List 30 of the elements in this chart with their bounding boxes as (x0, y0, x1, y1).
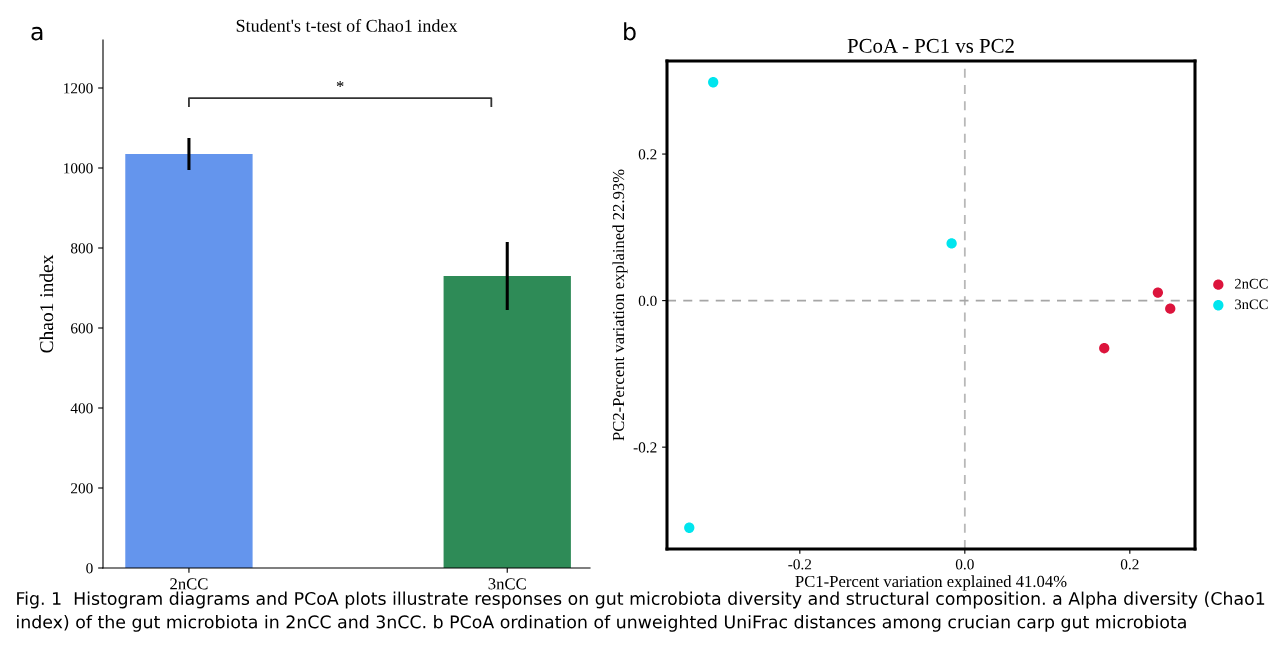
y-tick-label: 800 (70, 243, 93, 254)
y-tick-label: 0.2 (638, 149, 657, 160)
chart-title: PCoA - PC1 vs PC2 (847, 38, 1014, 53)
point (684, 522, 695, 533)
x-tick-label: 0.0 (955, 559, 974, 570)
point (946, 238, 957, 249)
x-tick-label: -0.2 (788, 559, 812, 570)
y-tick-label: 1000 (64, 163, 93, 174)
legend-label: 2nCC (1235, 278, 1268, 289)
y-tick-label: 200 (71, 483, 93, 494)
point (708, 77, 719, 88)
chart-title: Student's t-test of Chao1 index (236, 18, 458, 32)
x-axis-title: PC1-Percent variation explained 41.04% (795, 575, 1067, 591)
legend-label: 3nCC (1235, 299, 1268, 310)
point (1152, 287, 1164, 298)
y-tick-label: 0.0 (638, 295, 657, 307)
y-tick-label: 1200 (64, 83, 93, 94)
point (1165, 303, 1176, 314)
y-tick-label: 400 (70, 403, 93, 414)
y-axis-title: PC2-Percent variation explained 22.93% (612, 169, 628, 441)
caption: Fig. 1 Histogram diagrams and PCoA plots illustrate responses on gut microbiota diversity and structural composition. a Alpha diversity (Chao1 index) of the gut microbiota in 2nCC and 3nCC. b PCoA ordination of unweighted UniFrac distances among crucian carp gut microbiota (17, 591, 1265, 632)
y-axis-title: Chao1 index (39, 254, 54, 353)
y-tick-label: 600 (71, 323, 93, 334)
y-tick-label: 0 (86, 563, 93, 574)
y-tick-label: -0.2 (633, 442, 657, 453)
annotation: * (336, 80, 344, 88)
text: a (31, 26, 43, 41)
x-tick-label: 0.2 (1120, 559, 1139, 570)
text: b (624, 22, 636, 41)
point (1099, 343, 1110, 354)
